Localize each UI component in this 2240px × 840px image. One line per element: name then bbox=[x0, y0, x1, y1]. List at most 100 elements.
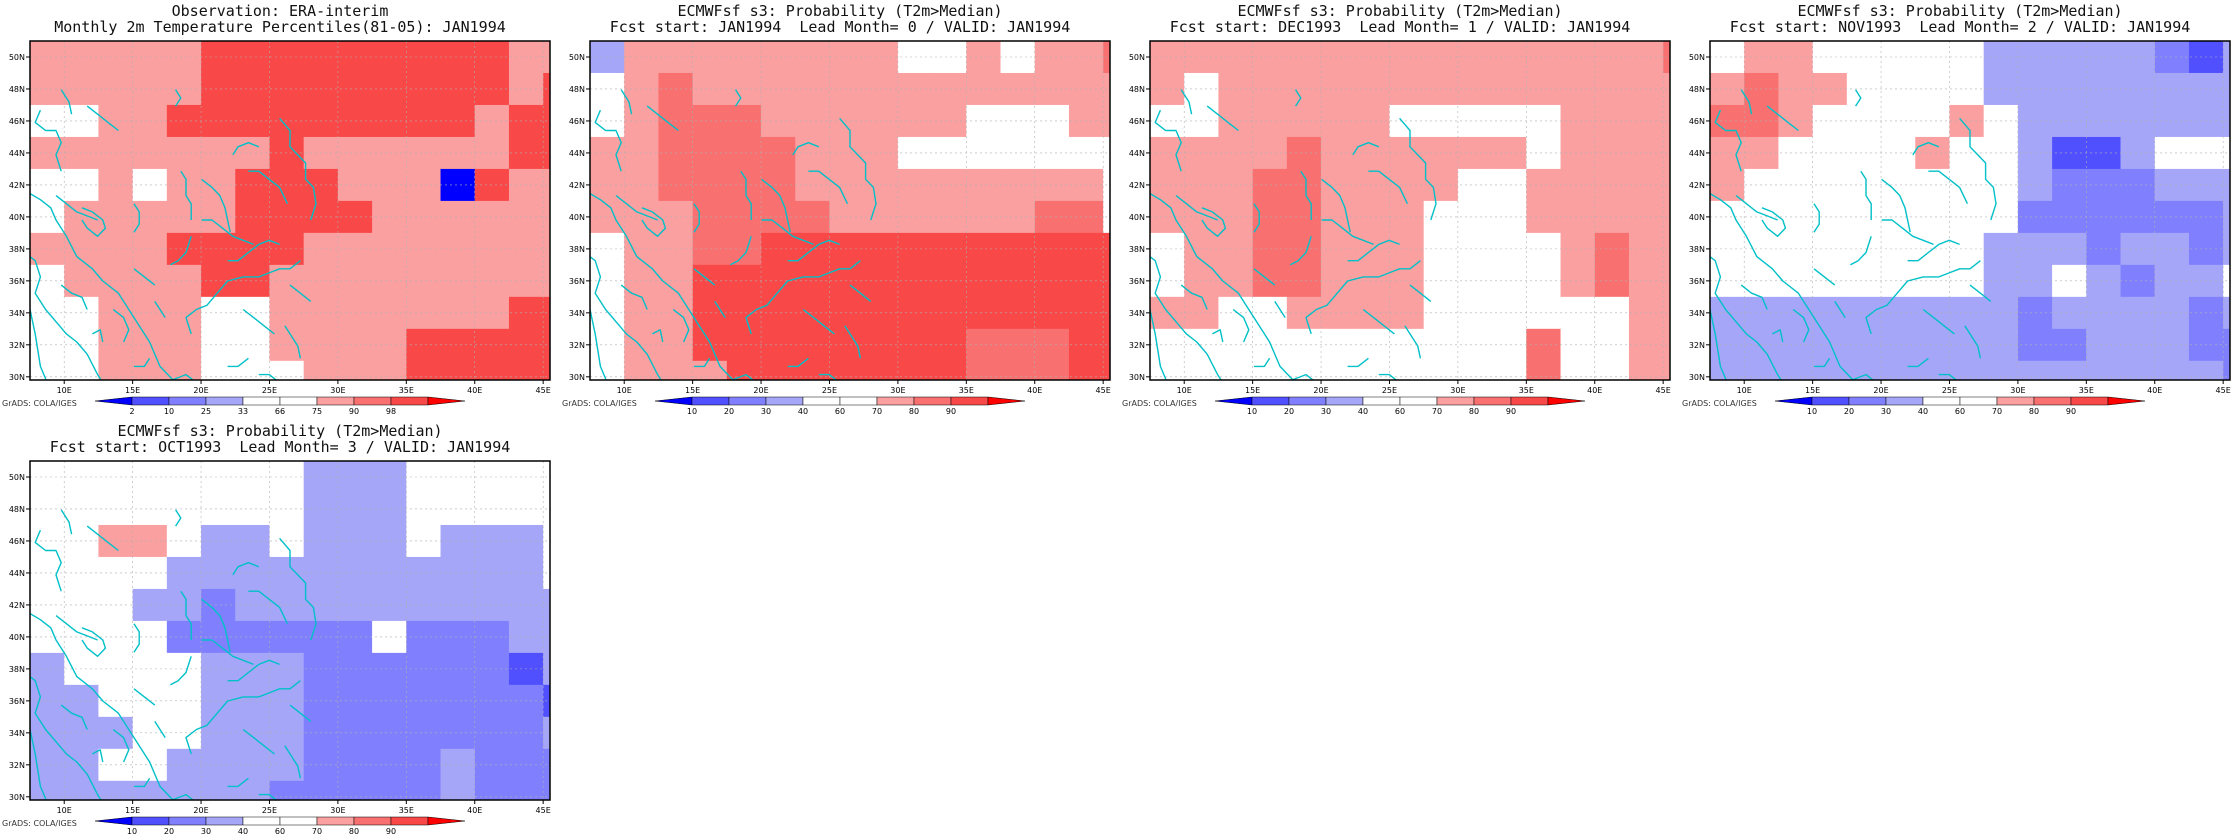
grid-cell bbox=[761, 360, 796, 380]
grid-cell bbox=[2223, 393, 2240, 420]
x-tick-label: 10E bbox=[1177, 386, 1192, 395]
x-tick-label: 15E bbox=[1245, 386, 1260, 395]
grid-cell bbox=[1034, 200, 1070, 234]
colorbar-label: 90 bbox=[2066, 407, 2076, 416]
x-tick-label: 45E bbox=[2216, 386, 2231, 395]
grid-cell bbox=[829, 360, 865, 380]
map-plot: 10E 15E 20E 25E 30E 35E 40E 45E 30N 32N 34N 36N 38N 4… bbox=[9, 40, 551, 416]
grid-cell bbox=[372, 360, 407, 380]
map-plot: 10E 15E 20E 25E 30E 35E 40E 45E 30N 32N 34N 36N 38N 4… bbox=[569, 40, 1111, 416]
x-tick-label: 30E bbox=[2010, 386, 2025, 395]
grid-cell bbox=[2086, 360, 2121, 380]
y-tick-label: 36N bbox=[9, 277, 25, 286]
grid-cell bbox=[1034, 296, 1070, 330]
panel-lead-1: ECMWFsf s3: Probability (T2m>Median) Fcs… bbox=[1120, 0, 1680, 420]
y-tick-label: 44N bbox=[9, 569, 25, 578]
colorbar-label: 70 bbox=[872, 407, 882, 416]
grid-cell bbox=[474, 652, 510, 686]
grid-cell bbox=[1252, 200, 1288, 234]
chart-title: ECMWFsf s3: Probability (T2m>Median) bbox=[117, 422, 443, 440]
cell-layer bbox=[30, 41, 550, 380]
grid-cell bbox=[1594, 200, 1630, 234]
colorbar-segment bbox=[2107, 396, 2146, 406]
grid-cell bbox=[1103, 360, 1110, 380]
colorbar-label: 30 bbox=[761, 407, 771, 416]
colorbar-segment bbox=[205, 396, 244, 406]
grid-cell bbox=[64, 360, 99, 380]
y-tick-label: 48N bbox=[9, 85, 25, 94]
grid-cell bbox=[474, 136, 510, 170]
chart-subtitle: Fcst start: JAN1994 Lead Month= 0 / VALI… bbox=[609, 18, 1071, 36]
grid-cell bbox=[1034, 360, 1070, 380]
grid-cell bbox=[1000, 360, 1036, 380]
grid-cell bbox=[543, 813, 560, 840]
grid-lines bbox=[1150, 41, 1670, 380]
coastline-icon bbox=[30, 89, 317, 380]
grid-cell bbox=[590, 360, 625, 380]
y-tick-label: 32N bbox=[9, 341, 25, 350]
y-tick-label: 50N bbox=[1689, 53, 1705, 62]
grid-cell bbox=[337, 780, 373, 800]
grid-cell bbox=[1812, 136, 1848, 170]
grid-cell bbox=[1252, 168, 1288, 202]
grid-cell bbox=[474, 168, 510, 202]
grid-cell bbox=[474, 620, 510, 654]
colorbar-label: 80 bbox=[909, 407, 919, 416]
grid-cell bbox=[1628, 360, 1664, 380]
grid-cell bbox=[474, 748, 510, 782]
plot-frame bbox=[29, 40, 551, 381]
grid-cell bbox=[132, 232, 168, 266]
colorbar-segment bbox=[390, 396, 429, 406]
plot-frame bbox=[1149, 40, 1671, 381]
x-tick-label: 20E bbox=[193, 386, 208, 395]
colorbar-segment bbox=[913, 396, 952, 406]
grid-cell bbox=[1184, 360, 1219, 380]
map-plot: 10E 15E 20E 25E 30E 35E 40E 45E 30N 32N 34N 36N 38N 4… bbox=[1129, 40, 1671, 420]
colorbar-segment bbox=[1885, 396, 1924, 406]
grid-cell bbox=[897, 360, 933, 380]
y-tick-label: 32N bbox=[569, 341, 585, 350]
x-tick-label: 45E bbox=[1096, 386, 1111, 395]
y-tick-label: 36N bbox=[1129, 277, 1145, 286]
grid-cell bbox=[1034, 136, 1070, 170]
x-tick-label: 20E bbox=[193, 806, 208, 815]
colorbar-label: 60 bbox=[835, 407, 845, 416]
colorbar-label: 80 bbox=[2029, 407, 2039, 416]
chart-subtitle: Fcst start: OCT1993 Lead Month= 3 / VALI… bbox=[49, 438, 511, 456]
grid-cell bbox=[658, 360, 694, 380]
plot-frame bbox=[29, 460, 551, 801]
colorbar-label: 2 bbox=[129, 407, 134, 416]
colorbar-segment bbox=[802, 396, 841, 406]
grid-cell bbox=[1744, 360, 1779, 380]
grid-cell bbox=[692, 41, 728, 74]
grid-cell bbox=[1218, 360, 1254, 380]
y-tick-label: 50N bbox=[569, 53, 585, 62]
y-tick-label: 30N bbox=[9, 793, 25, 802]
grid-cell bbox=[692, 232, 728, 266]
grid-cell bbox=[1034, 264, 1070, 298]
colorbar-segment bbox=[1436, 396, 1475, 406]
grid-cell bbox=[475, 813, 510, 840]
grid-cell bbox=[1492, 360, 1527, 380]
grid-cell bbox=[543, 360, 550, 380]
colorbar-segment bbox=[1774, 396, 1813, 406]
colorbar: 10 20 30 40 60 70 80 90 bbox=[94, 816, 466, 836]
colorbar-segment bbox=[1922, 396, 1961, 406]
colorbar-label: 80 bbox=[349, 827, 359, 836]
grid-cell bbox=[406, 360, 441, 380]
y-tick-label: 34N bbox=[1689, 309, 1705, 318]
colorbar-label: 70 bbox=[1992, 407, 2002, 416]
grid-cell bbox=[692, 104, 728, 138]
colorbar-segment bbox=[2033, 396, 2072, 406]
plot-frame bbox=[1709, 40, 2231, 381]
y-tick-label: 40N bbox=[1689, 213, 1705, 222]
y-tick-label: 40N bbox=[9, 633, 25, 642]
colorbar-segment bbox=[131, 396, 170, 406]
y-tick-label: 38N bbox=[9, 245, 25, 254]
grid-cell bbox=[1594, 328, 1630, 362]
grid-cell bbox=[1561, 393, 1596, 420]
grid-cell bbox=[132, 168, 168, 202]
grid-cell bbox=[1034, 168, 1070, 202]
grid-cell bbox=[692, 328, 728, 362]
grid-cell bbox=[1389, 360, 1425, 380]
